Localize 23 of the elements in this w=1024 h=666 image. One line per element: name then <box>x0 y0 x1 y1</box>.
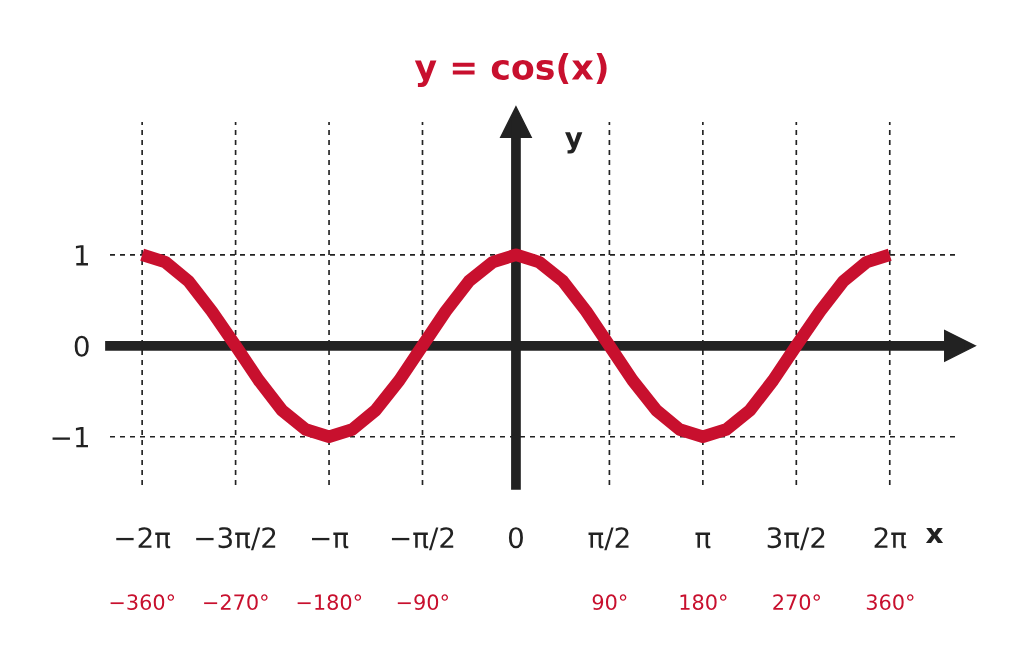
chart-title: y = cos(x) <box>414 53 607 87</box>
x-tick-label: −2π <box>116 527 171 549</box>
x-tick-label: −3π/2 <box>196 527 276 551</box>
x2-tick-label: −270° <box>204 594 268 611</box>
x2-tick-label: −360° <box>110 594 175 611</box>
x-tick-label: −π/2 <box>391 527 454 551</box>
x-tick-label: 0 <box>508 527 523 549</box>
x2-tick-label: 360° <box>866 594 914 611</box>
x2-tick-label: 180° <box>680 594 727 611</box>
y-tick-label: −1 <box>52 427 88 448</box>
x2-tick-label: 270° <box>773 594 820 611</box>
x-tick-label: −π <box>311 532 349 549</box>
x-tick-label: π <box>695 532 711 549</box>
y-tick-label: 1 <box>75 245 88 266</box>
x-tick-label: 3π/2 <box>767 527 825 551</box>
x-axis-title: x <box>925 527 944 544</box>
x-tick-label: 2π <box>874 527 907 549</box>
x2-tick-label: −90° <box>397 594 448 611</box>
y-tick-label: 0 <box>74 335 89 357</box>
x2-tick-label: 90° <box>592 594 627 611</box>
x-tick-label: π/2 <box>588 527 629 551</box>
x2-tick-label: −180° <box>297 594 362 611</box>
y-axis-title: y <box>565 132 583 154</box>
